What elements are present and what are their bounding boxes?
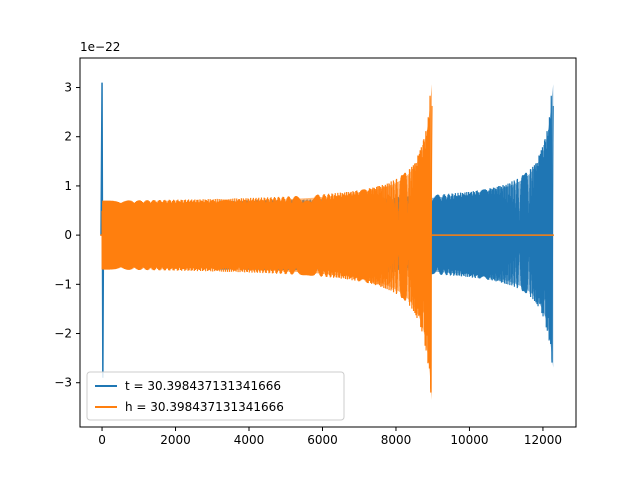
x-tick-label: 6000	[307, 433, 338, 447]
axes-frame	[79, 57, 577, 428]
x-tick-label: 2000	[160, 433, 191, 447]
axes: 0 2000 4000 6000 8000 10000 12000 −3 −2 −1 0 1 2 3	[54, 57, 577, 447]
x-tick-label: 0	[98, 433, 106, 447]
x-tick-label: 12000	[524, 433, 562, 447]
y-scale-label: 1e−22	[80, 40, 120, 54]
legend: t = 30.398437131341666 h = 30.39843713134…	[86, 371, 345, 421]
legend-label-2: h = 30.398437131341666	[125, 400, 284, 414]
x-tick-label: 4000	[234, 433, 265, 447]
y-tick-label: 2	[64, 130, 72, 144]
y-tick-label: 0	[64, 228, 72, 242]
y-tick-label: −1	[54, 277, 72, 291]
series-2-band	[102, 84, 432, 400]
series-2	[100, 84, 554, 400]
y-tick-label: −2	[54, 327, 72, 341]
x-tick-label: 10000	[450, 433, 488, 447]
y-tick-label: 3	[64, 81, 72, 95]
x-tick-label: 8000	[381, 433, 412, 447]
y-tick-label: 1	[64, 179, 72, 193]
y-tick-label: −3	[54, 376, 72, 390]
plot-area	[100, 82, 554, 400]
legend-box	[86, 371, 345, 421]
legend-label-1: t = 30.398437131341666	[125, 379, 281, 393]
